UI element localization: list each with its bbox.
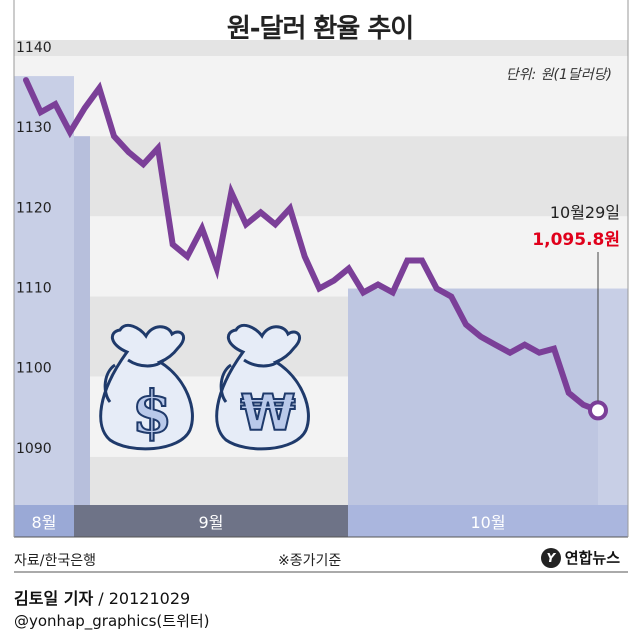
y-tick-label: 1100 [16, 361, 52, 377]
grid-band [14, 136, 628, 217]
grid-band [14, 56, 628, 137]
unit-label: 단위: 원(1달러당) [505, 67, 612, 83]
basis-note: ※종가기준 [278, 553, 342, 569]
money-bags-illustration: $ ₩ [99, 323, 310, 451]
august-shade [14, 76, 74, 505]
y-tick-label: 1130 [16, 120, 52, 136]
month-label: 10월 [470, 513, 505, 532]
annotation-value: 1,095.8원 [532, 230, 620, 250]
grid-band [14, 216, 628, 297]
month-band [74, 505, 348, 537]
grid-band [14, 40, 628, 57]
reporter-name: 김토일 기자 [14, 589, 94, 608]
month-axis: 8월 9월 10월 [14, 505, 628, 537]
y-tick-label: 1140 [16, 40, 52, 56]
byline-date: / 20121029 [93, 589, 191, 608]
annotation-date: 10월29일 [550, 203, 620, 222]
y-axis-ticks: 1140 1130 1120 1110 1100 1090 [16, 40, 52, 457]
brand-label: 연합뉴스 [564, 549, 620, 567]
dollar-bag-icon: $ [99, 323, 194, 451]
y-tick-label: 1090 [16, 441, 52, 457]
byline: 김토일 기자 / 20121029 [14, 585, 190, 609]
frame-border [13, 0, 629, 537]
month-band [348, 505, 628, 537]
yonhap-logo-icon: Y [540, 547, 561, 568]
chart-title: 원-달러 환율 추이 [226, 14, 414, 44]
august-shade-edge [74, 136, 90, 505]
month-label: 9월 [199, 513, 224, 532]
month-label: 8월 [32, 513, 57, 532]
brand: Y 연합뉴스 [540, 547, 620, 568]
october-shade-dark [348, 288, 598, 505]
exchange-rate-series [23, 77, 608, 421]
last-value-annotation: 10월29일 1,095.8원 [532, 203, 620, 402]
source-label: 자료/한국은행 [14, 553, 96, 569]
month-band [14, 505, 74, 537]
y-tick-label: 1120 [16, 200, 52, 216]
twitter-handle: @yonhap_graphics(트위터) [14, 612, 210, 630]
exchange-rate-line [23, 77, 601, 414]
won-bag-icon: ₩ [215, 323, 310, 451]
svg-text:$: $ [132, 378, 172, 446]
svg-text:₩: ₩ [240, 384, 295, 442]
last-data-marker [588, 400, 608, 421]
period-shading [14, 76, 628, 505]
y-tick-label: 1110 [16, 281, 52, 297]
